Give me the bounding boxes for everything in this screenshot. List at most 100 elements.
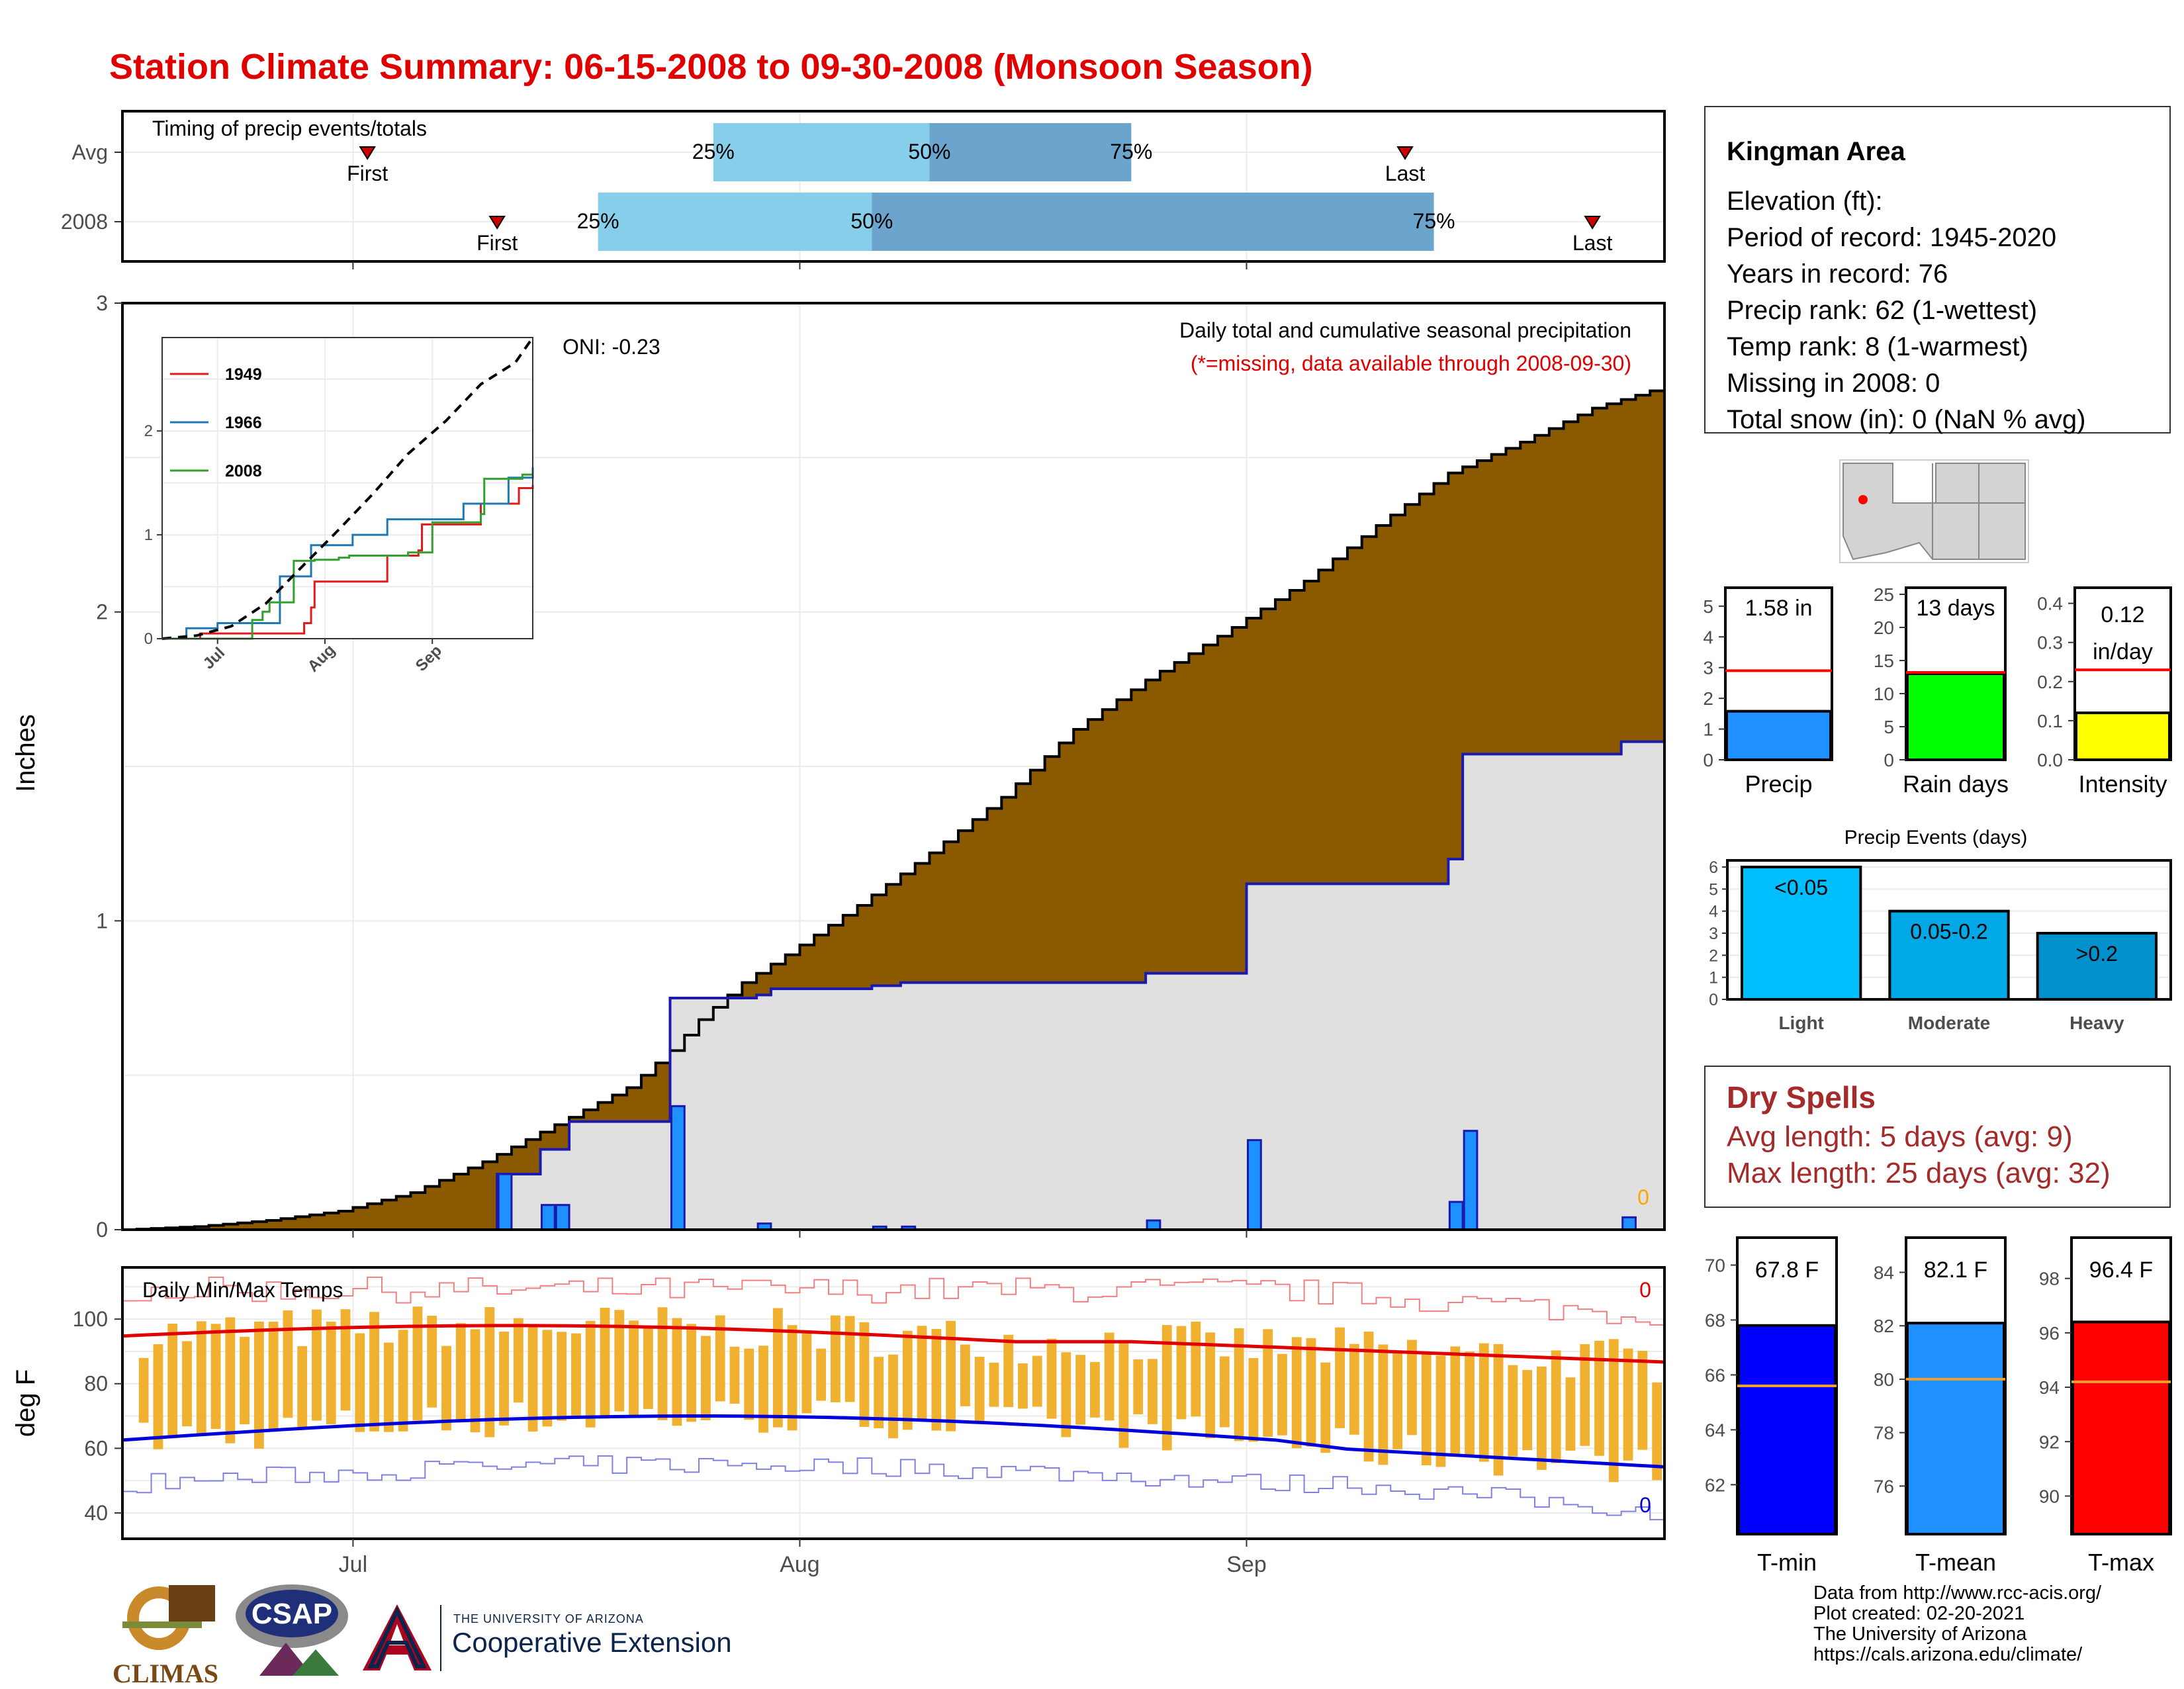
intensity-gauge-ytick-label: 0.4 [2037, 594, 2063, 614]
events-bar-label: <0.05 [1774, 876, 1828, 899]
events-ytick-label: 0 [1709, 991, 1718, 1009]
daily-temp-bar [182, 1341, 192, 1427]
precip-events-chart: <0.05 Light 0.05-0.2 Moderate >0.2 Heavy 0 1 2 3 4… [1709, 827, 2172, 1033]
inset-legend-label: 1949 [225, 365, 262, 384]
timing-quantile-label: 25% [577, 209, 619, 233]
intensity-gauge-value-bar [2075, 711, 2171, 762]
csap-logo-mark [236, 1584, 348, 1676]
daily-temp-bar [167, 1324, 178, 1436]
inset-series-line [162, 473, 533, 640]
timing-title: Timing of precip events/totals [152, 116, 427, 140]
daily-temp-bar [1061, 1352, 1071, 1438]
timing-quantile-label: 75% [1110, 140, 1152, 163]
climas-logo-mark [122, 1585, 215, 1650]
daily-temp-bar [210, 1324, 221, 1430]
tmean-gauge-ytick-label: 82 [1874, 1316, 1894, 1336]
daily-precip-bar [1247, 1139, 1262, 1231]
record-min-line [122, 1455, 1665, 1521]
daily-temp-bar [1421, 1353, 1432, 1465]
credits: Data from http://www.rcc-acis.org/ Plot … [1813, 1583, 2101, 1665]
daily-temp-bar [1435, 1355, 1446, 1467]
credit-url: https://cals.arizona.edu/climate/ [1813, 1644, 2083, 1665]
precip-gauge-ytick-label: 3 [1703, 658, 1713, 678]
events-title: Precip Events (days) [1844, 827, 2028, 848]
tmax-gauge-chart: 90 92 94 96 98 96.4 F T-max [2039, 1236, 2172, 1576]
daily-temp-bar [1349, 1344, 1359, 1435]
climas-logo: CLIMAS [106, 1582, 225, 1688]
station-info-line-4: Precip rank: 62 (1-wettest) [1727, 296, 2038, 325]
tmax-gauge-ytick-label: 98 [2039, 1269, 2060, 1289]
intensity-gauge-ytick-label: 0.2 [2037, 672, 2063, 692]
precip-gauge-ytick-label: 1 [1703, 719, 1713, 740]
daily-temp-bar [470, 1329, 480, 1433]
tmean-gauge-ytick-label: 84 [1874, 1262, 1894, 1283]
record-max-line [122, 1276, 1665, 1330]
timing-bar-q25-q50 [598, 193, 872, 251]
daily-temp-bar [1018, 1363, 1028, 1409]
last-marker [1396, 146, 1414, 160]
temps-ytick-label: 60 [84, 1436, 108, 1460]
dry-spells-max: Max length: 25 days (avg: 32) [1727, 1157, 2111, 1189]
daily-temp-bar [1378, 1344, 1388, 1465]
station-info-line-3: Years in record: 76 [1727, 259, 1948, 289]
daily-precip-bar [1146, 1219, 1161, 1231]
tmax-gauge-category-label: T-max [2088, 1549, 2154, 1576]
daily-temp-bar [816, 1348, 827, 1401]
daily-temp-bar [1191, 1321, 1201, 1417]
events-ytick-label: 5 [1709, 880, 1718, 899]
station-name: Kingman Area [1727, 137, 1905, 166]
daily-temp-bar [946, 1320, 956, 1432]
daily-temp-bar [1032, 1355, 1042, 1407]
daily-precip-bar [1621, 1216, 1637, 1231]
raindays-gauge-chart: 0 5 10 15 20 25 13 days Rain days [1874, 584, 2009, 798]
inset-legend-label: 2008 [225, 462, 262, 480]
avg-min-line [122, 1414, 1665, 1469]
daily-temp-bar [1075, 1355, 1085, 1425]
daily-temp-bar [1320, 1362, 1331, 1453]
daily-temp-bar [600, 1307, 610, 1419]
daily-temp-bar [1104, 1332, 1115, 1421]
daily-temp-bar [643, 1326, 653, 1409]
timing-bar-q50-q75 [929, 123, 1132, 181]
intensity-gauge-value-label-2: in/day [2093, 639, 2153, 664]
daily-temp-bar [196, 1321, 206, 1434]
tmean-gauge-value-bar [1906, 1322, 2005, 1536]
precip-ytick-label: 2 [96, 600, 108, 624]
daily-temp-bar [787, 1325, 797, 1431]
inset-border [161, 337, 533, 639]
daily-temp-bar [1537, 1366, 1547, 1470]
daily-temp-bar [1205, 1332, 1215, 1439]
events-bar-label: >0.2 [2076, 942, 2118, 966]
daily-temp-bar [772, 1308, 783, 1428]
tmin-gauge-category-label: T-min [1757, 1549, 1817, 1576]
daily-temp-bar [657, 1307, 668, 1420]
csap-logo-text: CSAP [251, 1598, 333, 1630]
daily-precip-bar [540, 1204, 556, 1231]
tmean-gauge-chart: 76 78 80 82 84 82.1 F T-mean [1874, 1236, 2007, 1576]
daily-temp-bar [527, 1324, 538, 1432]
temps-panel: 40 60 80 100 Jul Aug Sep deg F Daily Min/Max Tem… [11, 1266, 1666, 1577]
daily-temp-bar [1594, 1340, 1604, 1456]
daily-temp-bar [585, 1320, 596, 1428]
events-bar-moderate [1888, 909, 2010, 1001]
tmin-gauge-ytick-label: 62 [1705, 1475, 1725, 1495]
tmin-gauge-ytick-label: 68 [1705, 1310, 1725, 1330]
timing-row-label: 2008 [61, 210, 108, 234]
precip-ytick-label: 0 [96, 1218, 108, 1242]
daily-temp-bar [1234, 1328, 1244, 1441]
tmin-gauge-chart: 62 64 66 68 70 67.8 F T-min [1705, 1236, 1838, 1576]
daily-temp-bar [974, 1357, 985, 1423]
daily-temp-bar [1291, 1337, 1302, 1449]
precip-ylabel: Inches [11, 714, 40, 792]
daily-temp-bar [1493, 1344, 1504, 1476]
avg-max-line [122, 1324, 1665, 1364]
events-ytick-label: 3 [1709, 925, 1718, 943]
ua-small-text: THE UNIVERSITY OF ARIZONA [453, 1612, 644, 1625]
tmean-gauge-category-label: T-mean [1915, 1549, 1996, 1576]
daily-temp-bar [888, 1354, 898, 1439]
daily-temp-bar [1263, 1329, 1273, 1437]
events-bar-light [1741, 866, 1862, 1001]
tmin-gauge-value-label: 67.8 F [1755, 1257, 1819, 1283]
daily-temp-bar [1637, 1350, 1648, 1450]
daily-temp-bar [297, 1346, 308, 1429]
